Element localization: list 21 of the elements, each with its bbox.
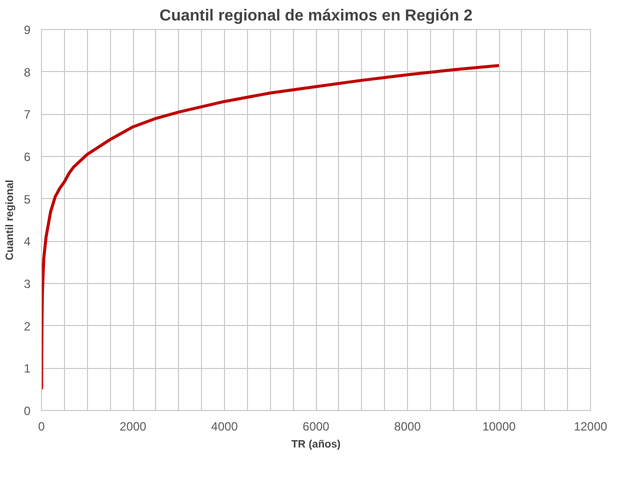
x-axis-title: TR (años) xyxy=(291,438,342,450)
y-tick-label: 2 xyxy=(24,319,31,334)
y-tick-label: 0 xyxy=(24,404,31,418)
line-series xyxy=(42,64,500,391)
y-tick-label: 9 xyxy=(24,23,31,37)
y-axis-title: Cuantil regional xyxy=(4,180,16,260)
x-tick-label: 8000 xyxy=(394,420,422,434)
x-tick-label: 0 xyxy=(38,420,46,434)
y-tick-label: 3 xyxy=(24,277,31,291)
y-tick-label: 4 xyxy=(24,234,31,249)
y-tick-label: 8 xyxy=(24,65,31,80)
x-tick-label: 6000 xyxy=(302,420,330,434)
x-tick-label: 4000 xyxy=(211,420,238,434)
y-tick-label: 7 xyxy=(24,108,31,122)
chart-title: Cuantil regional de máximos en Región 2 xyxy=(160,8,473,24)
x-tick-label: 2000 xyxy=(120,420,147,434)
y-tick-label: 5 xyxy=(24,192,31,206)
x-tick-label: 10000 xyxy=(482,420,516,434)
y-tick-label: 1 xyxy=(24,362,31,376)
y-tick-label: 6 xyxy=(24,150,31,164)
x-tick-label: 12000 xyxy=(574,420,608,434)
